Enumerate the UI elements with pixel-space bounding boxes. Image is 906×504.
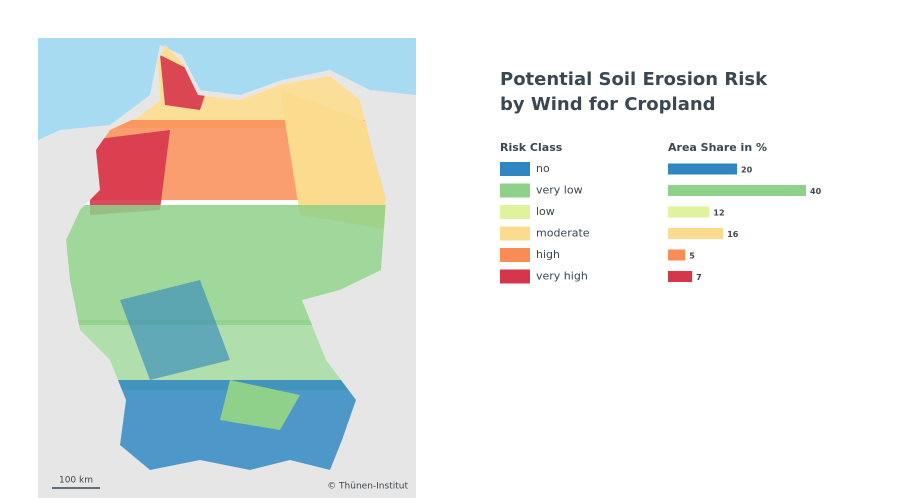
sea — [38, 38, 416, 140]
zone — [160, 55, 210, 110]
bar — [668, 185, 806, 196]
bar-value: 5 — [689, 252, 695, 261]
legend-swatch — [500, 205, 530, 219]
legend-label: no — [536, 162, 550, 175]
legend-title: Risk Class — [500, 141, 563, 154]
bar-value: 20 — [741, 166, 753, 175]
bar — [668, 163, 737, 175]
zone — [90, 130, 170, 215]
bar-value: 12 — [713, 209, 724, 218]
legend-label: moderate — [536, 227, 590, 240]
zone — [220, 380, 300, 430]
legend: no 20 very low 40 low 12 moderate 16 high 5 very h… — [500, 162, 822, 284]
zone — [120, 280, 230, 380]
bar — [668, 271, 693, 282]
title: by Wind for Cropland — [500, 94, 716, 115]
legend-label: very high — [536, 270, 588, 283]
credit: © Thünen-Institut — [327, 482, 408, 492]
zone — [110, 380, 360, 470]
legend-swatch — [500, 248, 530, 262]
legend-label: very low — [536, 184, 583, 197]
bar-value: 40 — [810, 187, 822, 196]
zone — [280, 90, 386, 230]
scale-label: 100 km — [59, 476, 93, 486]
bar-value: 16 — [727, 230, 739, 239]
legend-swatch — [500, 226, 530, 241]
legend-label: high — [536, 248, 560, 261]
bar — [668, 206, 710, 218]
bar — [668, 228, 724, 239]
legend-swatch — [500, 269, 530, 284]
legend-swatch — [500, 183, 530, 198]
legend-label: low — [536, 205, 555, 218]
share-title: Area Share in % — [668, 141, 767, 154]
legend-swatch — [500, 162, 530, 176]
bar — [668, 249, 686, 261]
bar-value: 7 — [696, 273, 702, 282]
map: 100 km © Thünen-Institut — [38, 38, 416, 498]
title: Potential Soil Erosion Risk — [500, 69, 768, 90]
